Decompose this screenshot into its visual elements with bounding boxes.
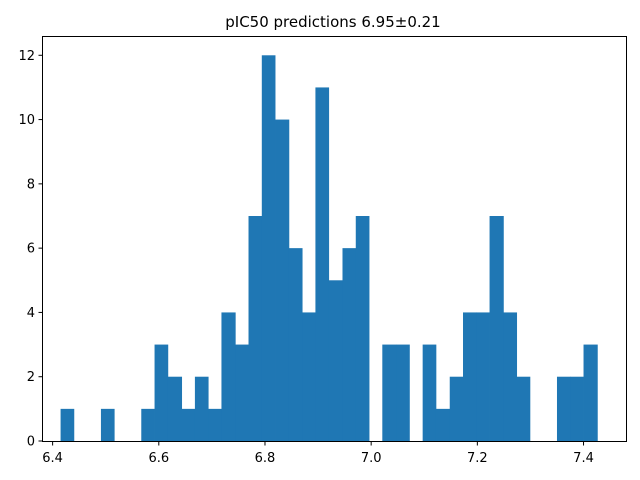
y-tick-label: 2 bbox=[27, 370, 35, 385]
x-tick-label: 7.2 bbox=[467, 451, 488, 466]
histogram-bar bbox=[208, 408, 222, 441]
chart-title: pIC50 predictions 6.95±0.21 bbox=[225, 13, 440, 31]
y-tick-label: 6 bbox=[27, 242, 35, 257]
histogram-bar bbox=[194, 376, 209, 441]
histogram-bar bbox=[422, 344, 437, 441]
histogram-bar bbox=[355, 216, 370, 441]
histogram-bar bbox=[235, 344, 249, 441]
histogram-bar bbox=[516, 376, 531, 441]
x-axis: 6.4 6.6 6.8 7.0 7.2 7.4 bbox=[42, 441, 594, 466]
histogram-bar bbox=[463, 312, 477, 441]
histogram-bar bbox=[221, 312, 236, 441]
y-tick-label: 12 bbox=[18, 49, 35, 64]
histogram-bar bbox=[167, 376, 183, 441]
histogram-bar bbox=[141, 408, 155, 441]
histogram-bar bbox=[503, 312, 518, 441]
histogram-bar bbox=[302, 312, 316, 441]
x-tick-label: 7.0 bbox=[361, 451, 382, 466]
histogram-bar bbox=[396, 344, 410, 441]
x-tick-label: 6.6 bbox=[148, 451, 169, 466]
histogram-bar bbox=[583, 344, 598, 441]
plot-frame bbox=[42, 36, 627, 442]
bars-group bbox=[60, 55, 598, 442]
x-tick-label: 7.4 bbox=[573, 451, 594, 466]
histogram-bar bbox=[328, 280, 343, 441]
x-tick-label: 6.8 bbox=[255, 451, 276, 466]
histogram-bar bbox=[275, 119, 290, 441]
histogram-bar bbox=[435, 408, 451, 441]
histogram-bar bbox=[342, 248, 357, 441]
histogram-bar bbox=[100, 408, 115, 441]
histogram-bar bbox=[315, 87, 330, 442]
x-tick-label: 6.4 bbox=[42, 451, 63, 466]
histogram-bar bbox=[489, 216, 504, 441]
histogram-bar bbox=[60, 408, 75, 441]
histogram-bar bbox=[449, 376, 464, 441]
histogram-bar bbox=[154, 344, 169, 441]
histogram-bar bbox=[288, 248, 303, 441]
y-axis: 0 2 4 6 8 10 12 bbox=[18, 49, 43, 450]
histogram-bar bbox=[261, 55, 276, 441]
y-tick-label: 10 bbox=[18, 113, 35, 128]
histogram-bar bbox=[556, 376, 571, 441]
histogram-bar bbox=[248, 216, 263, 441]
y-tick-label: 8 bbox=[27, 177, 35, 192]
histogram-bar bbox=[570, 376, 584, 441]
y-tick-label: 4 bbox=[27, 306, 35, 321]
histogram-bar bbox=[181, 408, 196, 441]
y-tick-label: 0 bbox=[27, 435, 35, 450]
histogram-bar bbox=[382, 344, 397, 441]
histogram-bar bbox=[476, 312, 490, 441]
